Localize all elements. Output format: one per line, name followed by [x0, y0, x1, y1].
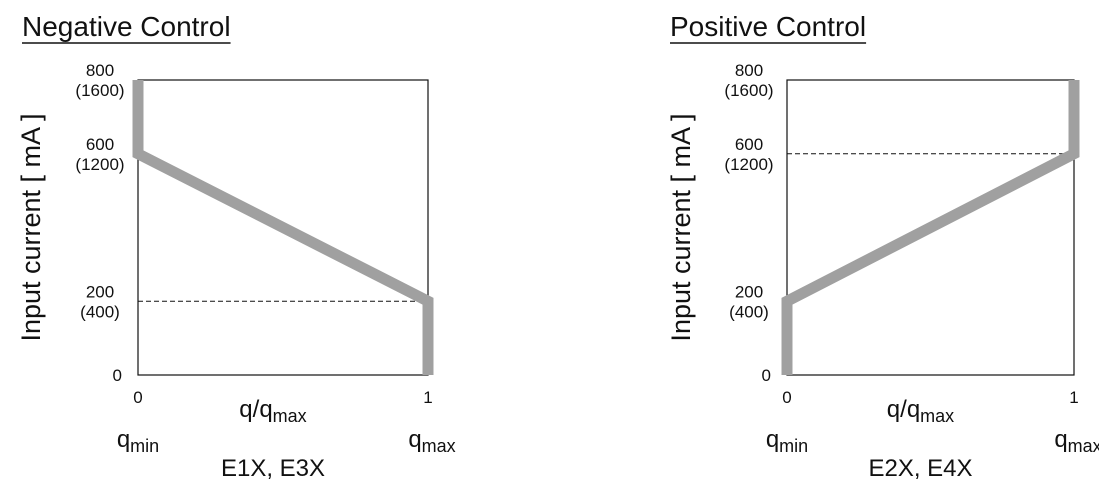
y-axis-label: Input current [ mA ]	[666, 113, 696, 341]
q-label-main: q	[766, 426, 779, 453]
y-tick-alt-label: (400)	[729, 302, 769, 321]
y-tick-alt-label: (1600)	[75, 81, 124, 100]
qmax-label: qmax	[408, 426, 455, 456]
q-label-sub: min	[130, 436, 159, 456]
y-tick-alt-label: (1200)	[724, 155, 773, 174]
y-tick-label: 0	[762, 366, 771, 385]
plot-frame	[786, 79, 1075, 376]
y-tick-label: 200	[735, 282, 763, 301]
chart-panel-2: Positive Control Input current [ mA ] 0 200…	[666, 11, 1099, 482]
plot-frame	[137, 79, 429, 376]
q-label-sub: max	[422, 436, 456, 456]
x-axis-label-sub: max	[273, 406, 307, 426]
y-axis-label: Input current [ mA ]	[16, 113, 46, 341]
model-label: E2X, E4X	[868, 455, 972, 482]
x-tick-label: 1	[1069, 388, 1078, 407]
q-label-main: q	[408, 426, 421, 453]
qmin-label: qmin	[117, 426, 159, 456]
x-axis-label: q/qmax	[887, 396, 954, 426]
chart-panel-1: Negative Control Input current [ mA ] 0 200…	[16, 11, 456, 482]
x-axis-label-main: q/q	[887, 396, 920, 423]
control-curve-line	[132, 80, 434, 375]
x-axis-label-main: q/q	[239, 396, 272, 423]
y-tick-alt-label: (400)	[80, 302, 120, 321]
y-tick-label: 600	[86, 135, 114, 154]
x-tick-label: 0	[133, 388, 142, 407]
y-tick-label: 600	[735, 135, 763, 154]
chart-title: Negative Control	[22, 11, 231, 42]
x-axis-label: q/qmax	[239, 396, 306, 426]
y-tick-alt-label: (1200)	[75, 155, 124, 174]
x-axis-label-sub: max	[920, 406, 954, 426]
q-label-sub: max	[1068, 436, 1099, 456]
model-label: E1X, E3X	[221, 455, 325, 482]
y-tick-label: 800	[735, 61, 763, 80]
x-tick-label: 1	[423, 388, 432, 407]
y-tick-alt-label: (1600)	[724, 81, 773, 100]
q-label-main: q	[117, 426, 130, 453]
qmax-label: qmax	[1054, 426, 1099, 456]
control-curve-line	[781, 80, 1080, 375]
chart-title: Positive Control	[670, 11, 866, 42]
y-tick-label: 0	[113, 366, 122, 385]
q-label-sub: min	[779, 436, 808, 456]
q-label-main: q	[1054, 426, 1067, 453]
y-tick-label: 800	[86, 61, 114, 80]
qmin-label: qmin	[766, 426, 808, 456]
y-tick-label: 200	[86, 282, 114, 301]
x-tick-label: 0	[782, 388, 791, 407]
